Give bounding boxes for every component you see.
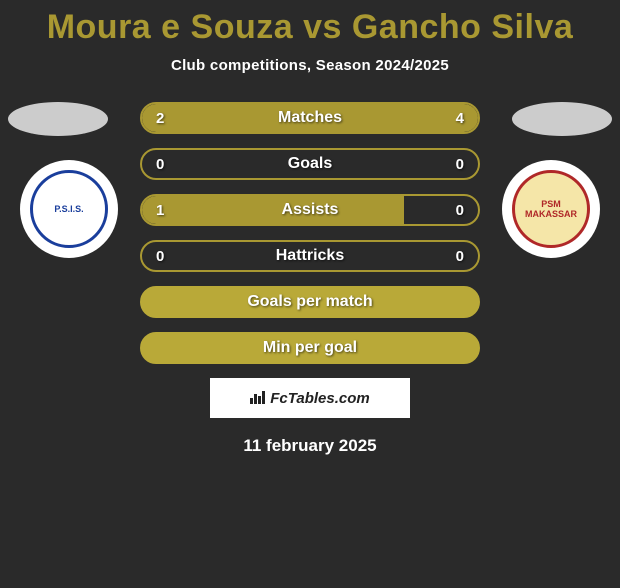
page-title: Moura e Souza vs Gancho Silva: [0, 8, 620, 47]
stat-value-right: 4: [456, 110, 464, 127]
stat-bar: Min per goal: [140, 332, 480, 364]
stat-bar: Goals0 0: [140, 148, 480, 180]
stat-label: Matches: [142, 109, 478, 127]
watermark: FcTables.com: [210, 378, 410, 418]
comparison-content: P.S.I.S. PSM MAKASSAR Matches24Goals00As…: [0, 102, 620, 456]
club-logo-left-text: P.S.I.S.: [54, 204, 83, 214]
date-text: 11 february 2025: [0, 436, 620, 456]
stat-bar: Matches2 4: [140, 102, 480, 134]
stat-label: Goals per match: [142, 293, 478, 311]
stat-value-right: 0: [456, 156, 464, 173]
club-logo-right-inner: PSM MAKASSAR: [512, 170, 590, 248]
watermark-text: FcTables.com: [270, 390, 369, 407]
club-logo-right: PSM MAKASSAR: [502, 160, 600, 258]
player-left-oval: [8, 102, 108, 136]
stat-label: Hattricks: [142, 247, 478, 265]
club-logo-left-inner: P.S.I.S.: [30, 170, 108, 248]
page-subtitle: Club competitions, Season 2024/2025: [0, 57, 620, 74]
stat-label: Min per goal: [142, 339, 478, 357]
stat-value-right: 0: [456, 248, 464, 265]
stat-bar: Assists1 0: [140, 194, 480, 226]
club-logo-right-text: PSM MAKASSAR: [515, 199, 587, 219]
stat-label: Goals: [142, 155, 478, 173]
stat-value-left: 0: [156, 248, 164, 265]
stat-bar: Goals per match: [140, 286, 480, 318]
stat-label: Assists: [142, 201, 478, 219]
player-right-oval: [512, 102, 612, 136]
stat-bar: Hattricks0 0: [140, 240, 480, 272]
club-logo-left: P.S.I.S.: [20, 160, 118, 258]
stat-value-left: 1: [156, 202, 164, 219]
stat-bars: Matches24Goals00Assists10Hattricks00Goal…: [140, 102, 480, 364]
chart-icon: [250, 390, 266, 407]
stat-value-right: 0: [456, 202, 464, 219]
stat-value-left: 2: [156, 110, 164, 127]
stat-value-left: 0: [156, 156, 164, 173]
